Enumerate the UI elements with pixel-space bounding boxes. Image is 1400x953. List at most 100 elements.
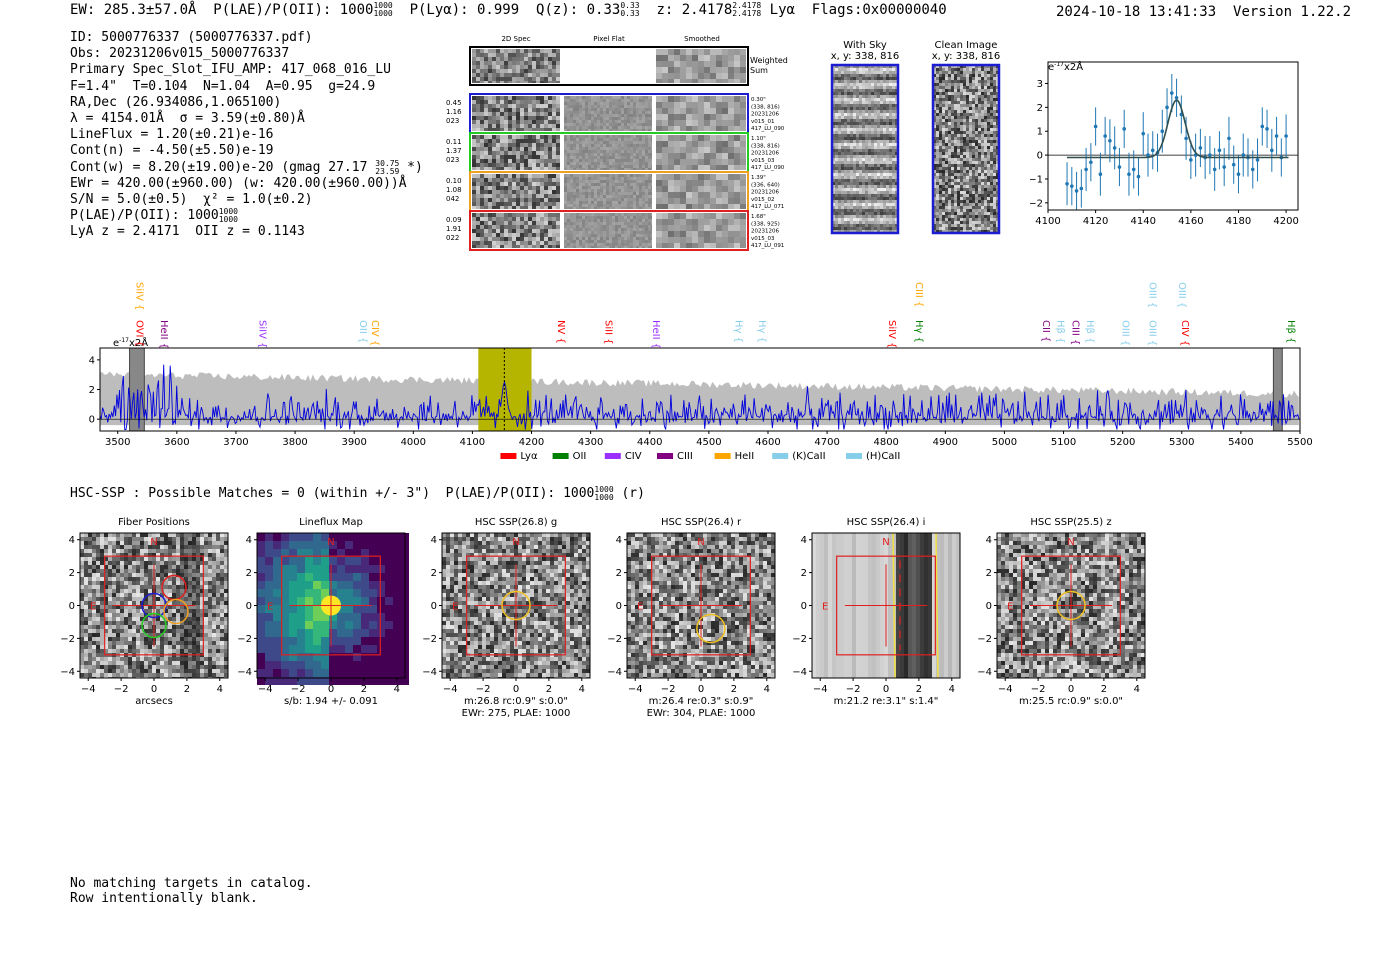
pixel: [984, 74, 987, 77]
cutout-left-label: 023: [446, 117, 459, 125]
pixel: [981, 167, 984, 170]
pixel: [954, 65, 957, 68]
pixel: [865, 194, 868, 197]
pixel: [734, 219, 740, 225]
pixel: [597, 135, 600, 138]
pixel: [939, 158, 942, 161]
pixel: [883, 68, 886, 71]
pixel: [520, 217, 524, 221]
pixel: [639, 243, 642, 246]
pixel: [516, 61, 520, 65]
pixel: [668, 198, 674, 204]
pixel: [686, 55, 692, 61]
pixel: [939, 71, 942, 74]
pixel: [606, 117, 609, 120]
pixel: [868, 185, 871, 188]
info-line: RA,Dec (26.934086,1.065100): [70, 94, 282, 110]
pixel: [492, 202, 496, 206]
pixel: [540, 233, 544, 237]
pixel: [856, 140, 859, 143]
pixel: [576, 105, 579, 108]
pixel: [552, 233, 556, 237]
pixel: [957, 131, 960, 134]
pixel: [624, 165, 627, 168]
pixel: [841, 110, 844, 113]
pixel: [853, 209, 856, 212]
pixel: [865, 149, 868, 152]
pixel: [889, 86, 892, 89]
pixel: [865, 89, 868, 92]
pixel: [668, 96, 674, 102]
pixel: [484, 229, 488, 233]
pixel: [582, 174, 585, 177]
pixel: [680, 198, 686, 204]
pixel: [716, 73, 722, 79]
pixel: [948, 125, 951, 128]
pixel: [524, 167, 528, 170]
pixel: [636, 111, 639, 114]
pixel: [656, 213, 662, 219]
pixel: [954, 113, 957, 116]
pixel: [544, 116, 548, 120]
pixel: [520, 245, 524, 248]
pixel: [966, 80, 969, 83]
pixel: [871, 128, 874, 131]
pixel: [978, 92, 981, 95]
pixel: [648, 180, 651, 183]
pixel: [868, 107, 871, 110]
pixel: [686, 135, 692, 141]
pixel: [871, 101, 874, 104]
pixel: [524, 206, 528, 209]
pixel: [847, 77, 850, 80]
pixel: [838, 140, 841, 143]
pixel: [603, 186, 606, 189]
pixel: [548, 229, 552, 233]
pixel: [570, 126, 573, 129]
pixel: [859, 179, 862, 182]
pixel: [954, 161, 957, 164]
pixel: [656, 204, 662, 209]
pixel: [972, 110, 975, 113]
pixel: [853, 125, 856, 128]
pixel: [951, 98, 954, 101]
pixel: [951, 155, 954, 158]
pixel: [594, 102, 597, 105]
pixel: [889, 80, 892, 83]
pixel: [972, 125, 975, 128]
pixel: [484, 194, 488, 198]
pixel: [645, 234, 648, 237]
pixel: [520, 194, 524, 198]
pixel: [594, 105, 597, 108]
pixel: [484, 49, 488, 53]
pixel: [972, 74, 975, 77]
pixel: [532, 128, 536, 131]
pixel: [594, 174, 597, 177]
pixel: [633, 240, 636, 243]
pixel: [536, 163, 540, 167]
pixel: [740, 49, 746, 55]
pixel: [990, 146, 993, 149]
pixel: [532, 202, 536, 206]
pixel: [597, 108, 600, 111]
pixel: [892, 155, 895, 158]
pixel: [850, 212, 853, 215]
pixel: [877, 116, 880, 119]
pixel: [722, 159, 728, 165]
pixel: [692, 180, 698, 186]
pixel: [886, 119, 889, 122]
pixel: [520, 69, 524, 73]
pixel: [710, 219, 716, 225]
pixel: [853, 161, 856, 164]
pixel: [582, 213, 585, 216]
pixel: [841, 137, 844, 140]
pixel: [862, 170, 865, 173]
pixel: [645, 207, 648, 209]
pixel: [504, 49, 508, 53]
pixel: [645, 120, 648, 123]
pixel: [524, 57, 528, 61]
pixel: [615, 120, 618, 123]
pixel: [648, 222, 651, 225]
pixel: [624, 195, 627, 198]
pixel: [600, 135, 603, 138]
pixel: [618, 135, 621, 138]
